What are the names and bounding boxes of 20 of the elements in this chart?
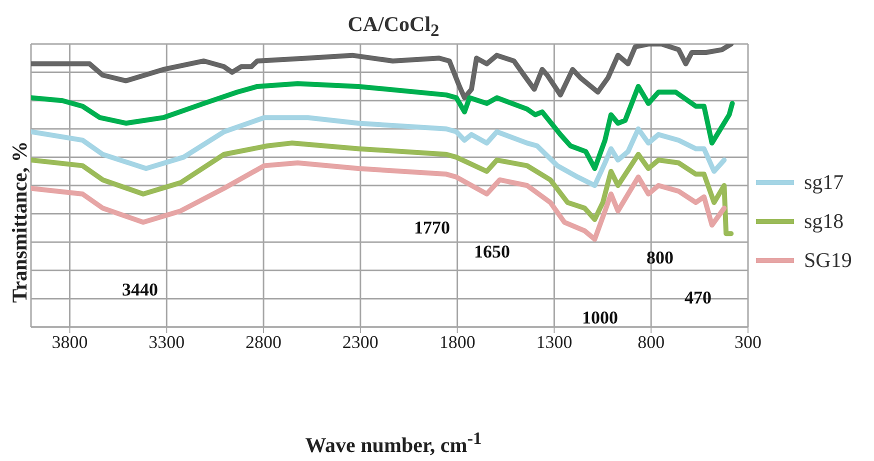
x-tick-label: 800 [638, 332, 665, 352]
x-tick-label: 300 [734, 332, 762, 352]
annotation: 1650 [474, 242, 510, 262]
x-tick-label: 2800 [246, 332, 282, 352]
legend-label: sg18 [804, 209, 844, 234]
y-axis-title: Transmittance, % [8, 141, 32, 303]
chart-title: CA/CoCl$_{2}$ [346, 12, 440, 42]
legend-label: SG19 [804, 248, 852, 273]
annotation: 470 [684, 288, 712, 308]
legend-label: sg17 [804, 170, 844, 195]
annotation: 1770 [414, 218, 450, 238]
x-tick-label: 2300 [342, 332, 378, 352]
x-tick-label: 3800 [52, 332, 88, 352]
annotation: 800 [646, 248, 674, 268]
x-axis-title: Wave number, cm$^{-1}$ [304, 428, 483, 458]
x-tick-label: 1800 [439, 332, 476, 352]
annotation: 3440 [122, 280, 158, 300]
x-tick-label: 3300 [148, 332, 185, 352]
x-tick-label: 1300 [536, 332, 572, 352]
annotation: 1000 [582, 308, 618, 328]
